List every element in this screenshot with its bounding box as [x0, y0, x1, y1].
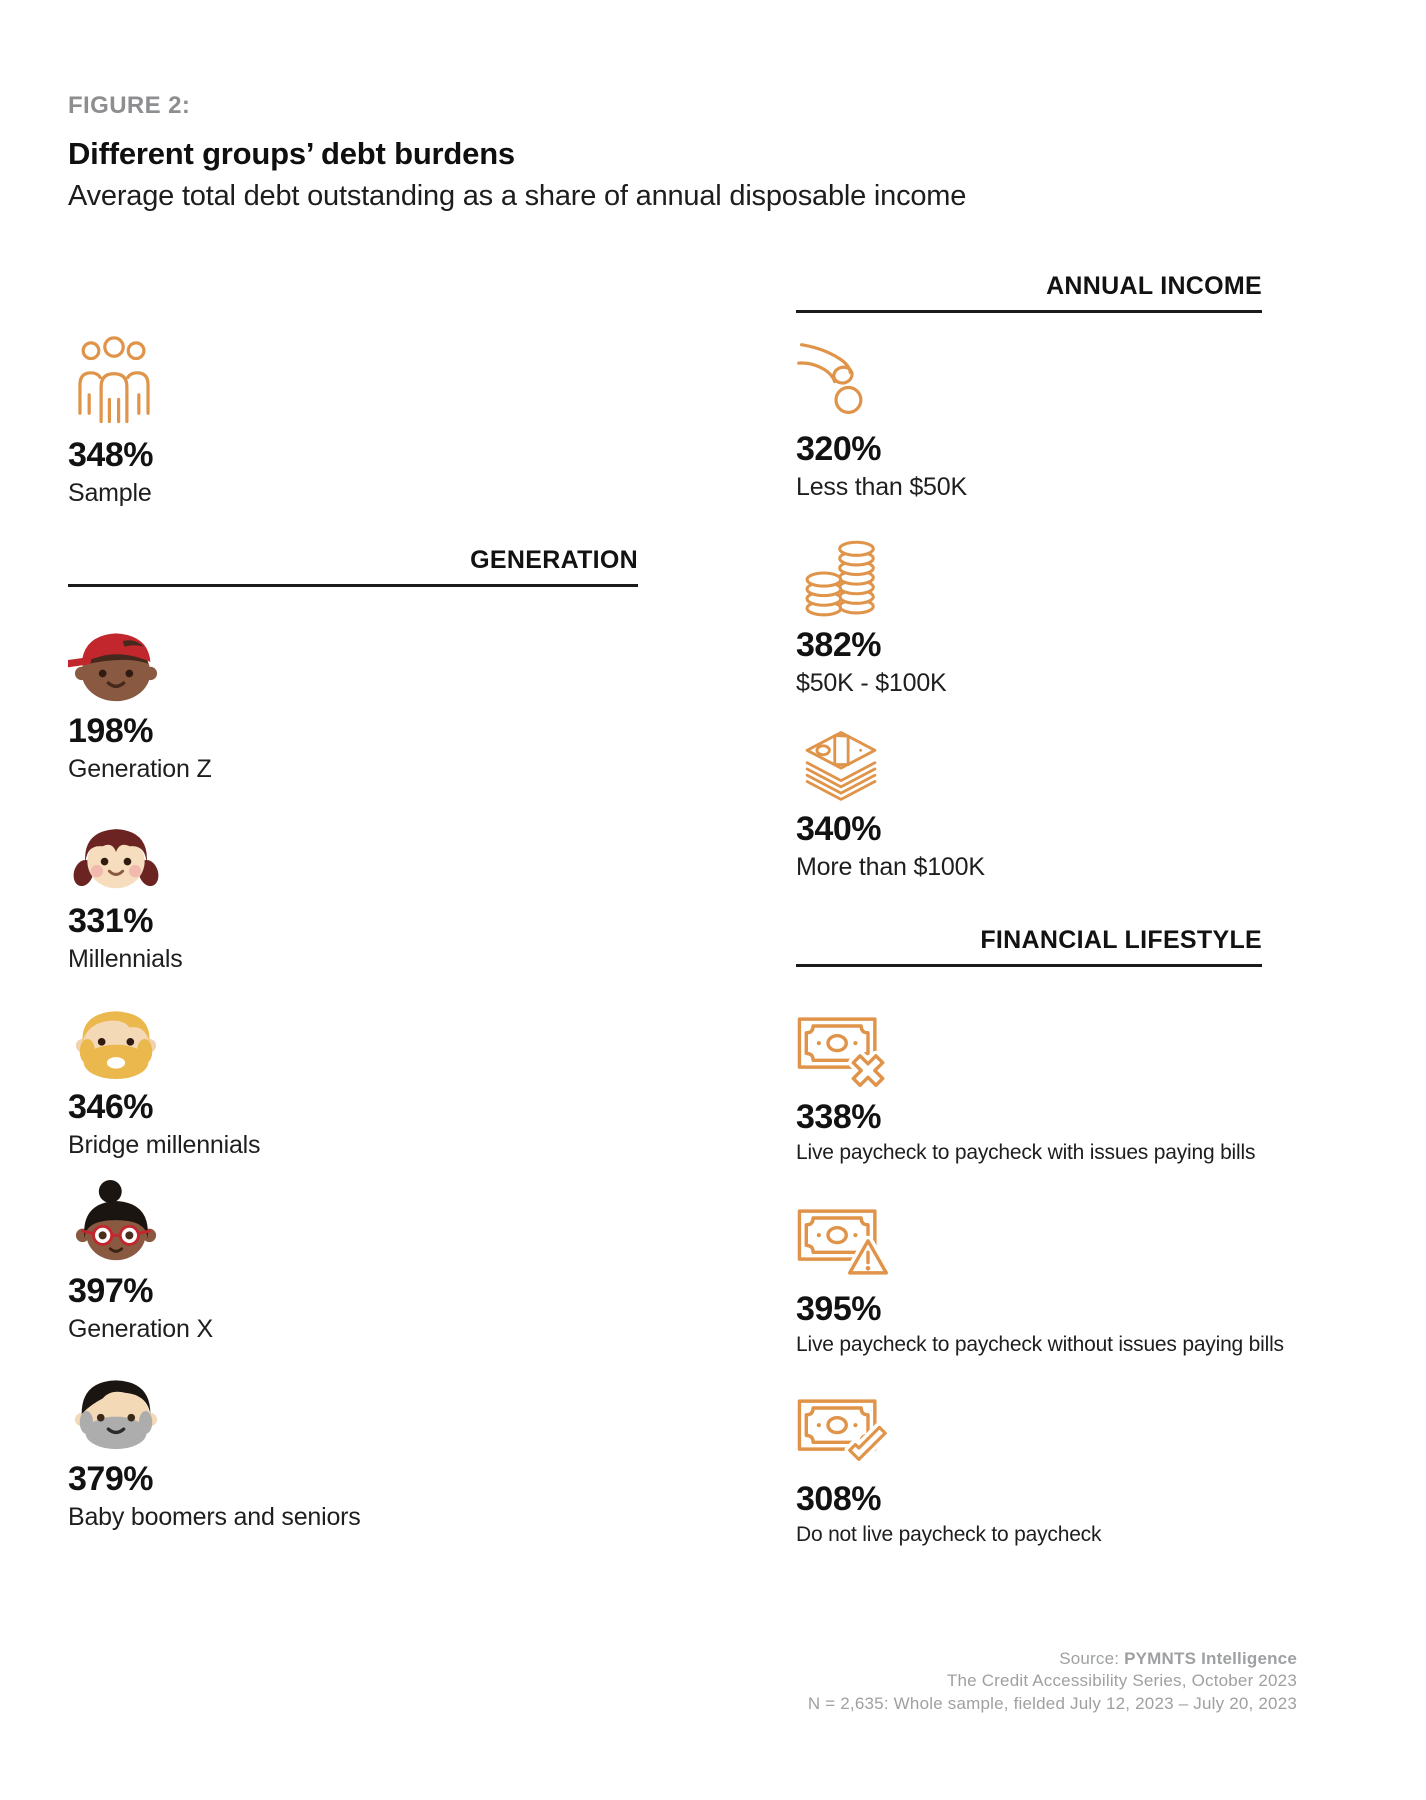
source-brand: PYMNTS Intelligence [1124, 1649, 1297, 1668]
figure-title: Different groups’ debt burdens [68, 136, 515, 171]
baby-boomers-avatar-icon [68, 1368, 361, 1452]
people-group-icon [68, 336, 160, 428]
stat-value: 340% [796, 810, 881, 848]
stat-label: Live paycheck to paycheck without issues… [796, 1332, 1284, 1356]
stat-value: 308% [796, 1480, 881, 1518]
stat-label: Millennials [68, 944, 183, 973]
stat-value: 338% [796, 1098, 881, 1136]
section-header-financial-lifestyle: FINANCIAL LIFESTYLE [796, 926, 1262, 967]
stat-label: Bridge millennials [68, 1130, 261, 1159]
stat-label: $50K - $100K [796, 668, 947, 697]
stat-item-50k-100k: 382% $50K - $100K [796, 518, 947, 698]
stat-item-generation-z: 198% Generation Z [68, 620, 212, 784]
coin-stacks-icon [796, 518, 947, 618]
figure-kicker: FIGURE 2: [68, 92, 191, 119]
stat-value: 320% [796, 430, 881, 468]
stat-item-more-than-100k: 340% More than $100K [796, 720, 985, 882]
stat-item-not-p2p: 308% Do not live paycheck to paycheck [796, 1392, 1101, 1547]
stat-item-sample: 348% Sample [68, 336, 160, 508]
stat-value: 346% [68, 1088, 153, 1126]
figure-subtitle: Average total debt outstanding as a shar… [68, 180, 967, 212]
stat-item-millennials: 331% Millennials [68, 810, 183, 974]
source-note: Source: PYMNTS Intelligence The Credit A… [808, 1648, 1297, 1715]
source-line-3: N = 2,635: Whole sample, fielded July 12… [807, 1693, 1297, 1713]
stat-value: 348% [68, 436, 153, 474]
stat-item-baby-boomers: 379% Baby boomers and seniors [68, 1368, 361, 1532]
stat-label: Generation X [68, 1314, 213, 1343]
banknote-crossed-icon [796, 1010, 1255, 1090]
stat-item-p2p-without-issues: 395% Live paycheck to paycheck without i… [796, 1202, 1284, 1357]
stat-label: More than $100K [796, 852, 985, 881]
stat-item-generation-x: 397% Generation X [68, 1180, 213, 1344]
bridge-millennials-avatar-icon [68, 996, 260, 1080]
generation-z-avatar-icon [68, 620, 212, 704]
stat-label: Less than $50K [796, 472, 967, 501]
stat-value: 331% [68, 902, 153, 940]
stat-value: 379% [68, 1460, 153, 1498]
stat-value: 382% [796, 626, 881, 664]
generation-x-avatar-icon [68, 1180, 213, 1264]
stat-item-p2p-with-issues: 338% Live paycheck to paycheck with issu… [796, 1010, 1255, 1165]
banknote-check-icon [796, 1392, 1101, 1472]
section-header-generation: GENERATION [68, 546, 638, 587]
stat-label: Do not live paycheck to paycheck [796, 1522, 1102, 1546]
section-header-annual-income: ANNUAL INCOME [796, 272, 1262, 313]
cash-stack-icon [796, 720, 985, 802]
hand-coin-icon [796, 330, 967, 422]
stat-label: Generation Z [68, 754, 212, 783]
stat-value: 397% [68, 1272, 153, 1310]
stat-item-bridge-millennials: 346% Bridge millennials [68, 996, 261, 1160]
banknote-warning-icon [796, 1202, 1284, 1282]
source-line-2: The Credit Accessibility Series, October… [946, 1671, 1297, 1691]
millennials-avatar-icon [68, 810, 183, 894]
stat-label: Sample [68, 478, 152, 507]
source-line-1: Source: PYMNTS Intelligence [1059, 1649, 1297, 1668]
stat-label: Live paycheck to paycheck with issues pa… [796, 1140, 1256, 1164]
stat-label: Baby boomers and seniors [68, 1502, 361, 1531]
stat-item-less-than-50k: 320% Less than $50K [796, 330, 967, 502]
stat-value: 395% [796, 1290, 881, 1328]
stat-value: 198% [68, 712, 153, 750]
